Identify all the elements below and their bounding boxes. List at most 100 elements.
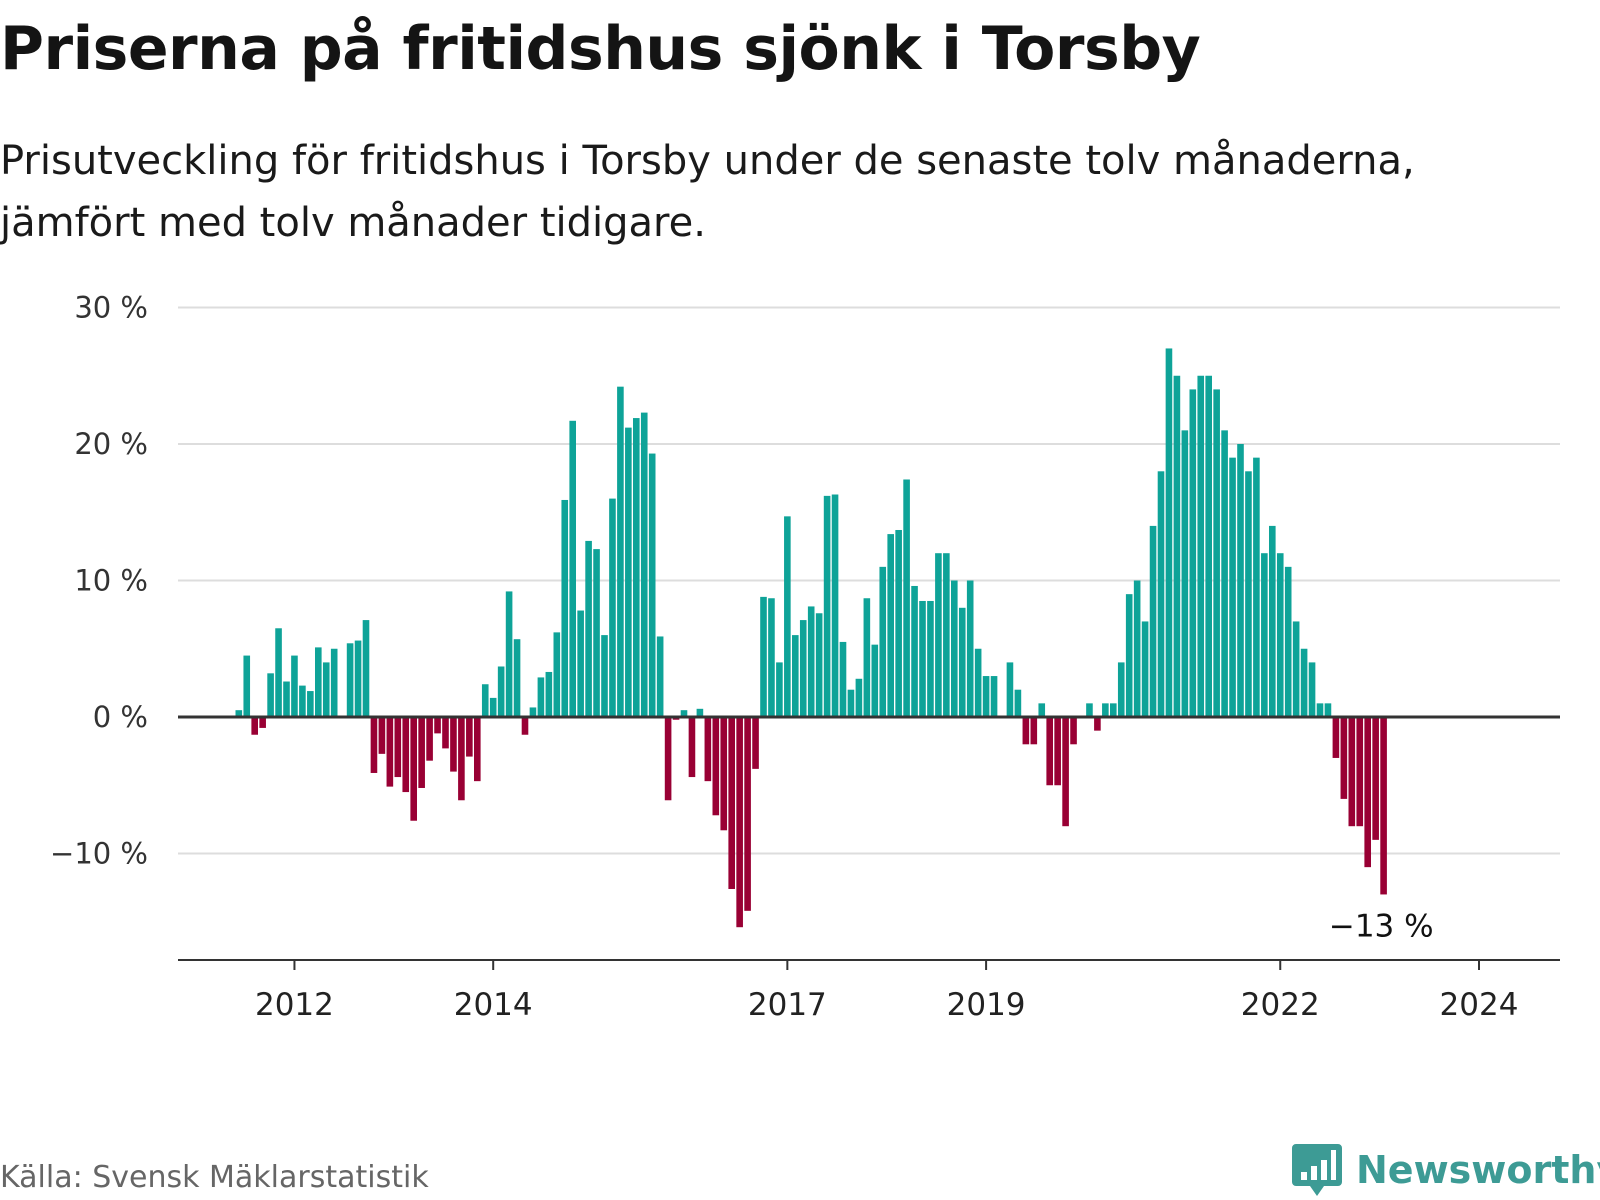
bar — [1332, 717, 1340, 758]
bar — [394, 717, 402, 778]
bar — [847, 689, 855, 717]
bar — [927, 600, 934, 717]
bar — [1141, 621, 1149, 717]
bar — [887, 534, 894, 717]
bar — [291, 655, 298, 717]
bar — [362, 620, 370, 717]
axes — [178, 715, 1560, 970]
bar — [426, 717, 433, 761]
bar — [807, 606, 815, 717]
bar — [1340, 717, 1348, 799]
bar — [966, 580, 974, 717]
bar — [497, 666, 505, 717]
bar — [569, 420, 576, 717]
bar — [513, 639, 521, 717]
y-tick-label: 30 % — [74, 291, 148, 325]
bar — [529, 707, 537, 717]
bar — [720, 717, 728, 831]
bar — [1364, 717, 1371, 868]
bar — [1316, 703, 1324, 717]
bar — [680, 710, 688, 717]
bar — [489, 697, 497, 717]
bar — [1356, 717, 1364, 827]
bar — [521, 717, 529, 735]
bar — [982, 676, 990, 717]
bar — [1054, 717, 1061, 786]
bar — [1292, 621, 1300, 717]
bar — [1133, 580, 1141, 717]
bar — [434, 717, 441, 734]
bar — [1070, 717, 1077, 745]
bar — [625, 427, 632, 717]
bar — [1181, 430, 1189, 717]
bar — [1062, 717, 1069, 827]
bar — [839, 641, 847, 717]
bar — [1165, 348, 1173, 717]
bar — [577, 610, 584, 717]
bar — [696, 708, 704, 717]
bar — [688, 717, 696, 778]
bar — [442, 717, 449, 749]
last-value-label: −13 % — [1329, 908, 1434, 944]
bar — [307, 691, 314, 717]
bar — [1038, 703, 1046, 717]
bar — [1205, 375, 1212, 717]
bar — [1102, 703, 1109, 717]
bar — [1276, 553, 1284, 717]
bar — [831, 494, 839, 717]
bar — [418, 717, 425, 788]
bar — [895, 529, 902, 717]
bar — [664, 717, 672, 801]
bar — [235, 710, 243, 717]
bar — [823, 495, 831, 717]
bar — [728, 717, 735, 889]
bar — [251, 717, 258, 735]
bar — [1261, 553, 1268, 717]
bar — [903, 479, 910, 717]
x-tick-label: 2014 — [454, 987, 533, 1023]
bar — [1229, 457, 1236, 717]
bar — [537, 677, 545, 717]
bar — [330, 648, 338, 717]
x-tick-label: 2019 — [947, 987, 1026, 1023]
bar — [617, 386, 624, 717]
x-tick-label: 2022 — [1241, 987, 1320, 1023]
tick-labels: 30 % 20 % 10 % 0 % −10 % 2012 2014 2017 2019 2022… — [50, 291, 1518, 1024]
bar — [1086, 703, 1093, 717]
bar — [784, 516, 791, 717]
bar — [958, 607, 966, 717]
bar — [640, 412, 648, 717]
y-tick-label: 0 % — [93, 700, 148, 734]
x-tick-label: 2012 — [255, 987, 334, 1023]
bars — [235, 348, 1387, 928]
bar — [1372, 717, 1379, 840]
bar — [1110, 703, 1117, 717]
bar — [776, 662, 783, 717]
bar — [974, 648, 982, 717]
bar — [346, 643, 354, 717]
bar — [1245, 471, 1252, 717]
bar — [1324, 703, 1332, 717]
bar — [553, 632, 561, 717]
bar — [410, 717, 417, 821]
x-tick-label: 2017 — [748, 987, 827, 1023]
brand-name: Newsworthy — [1356, 1148, 1600, 1192]
bar — [935, 553, 942, 717]
bar — [450, 717, 457, 772]
bar — [275, 628, 282, 717]
bar — [943, 553, 950, 717]
bar — [704, 717, 712, 782]
bar — [1125, 594, 1133, 717]
bar — [267, 673, 274, 717]
x-tick-label: 2024 — [1440, 987, 1519, 1023]
newsworthy-logo-icon — [1292, 1144, 1342, 1196]
bar — [378, 717, 386, 754]
bar — [1213, 389, 1220, 717]
bar — [633, 418, 640, 717]
bar — [315, 647, 322, 717]
bar — [1094, 717, 1101, 731]
y-tick-label: 20 % — [74, 427, 148, 461]
bar — [1173, 375, 1181, 717]
bar — [386, 717, 394, 787]
